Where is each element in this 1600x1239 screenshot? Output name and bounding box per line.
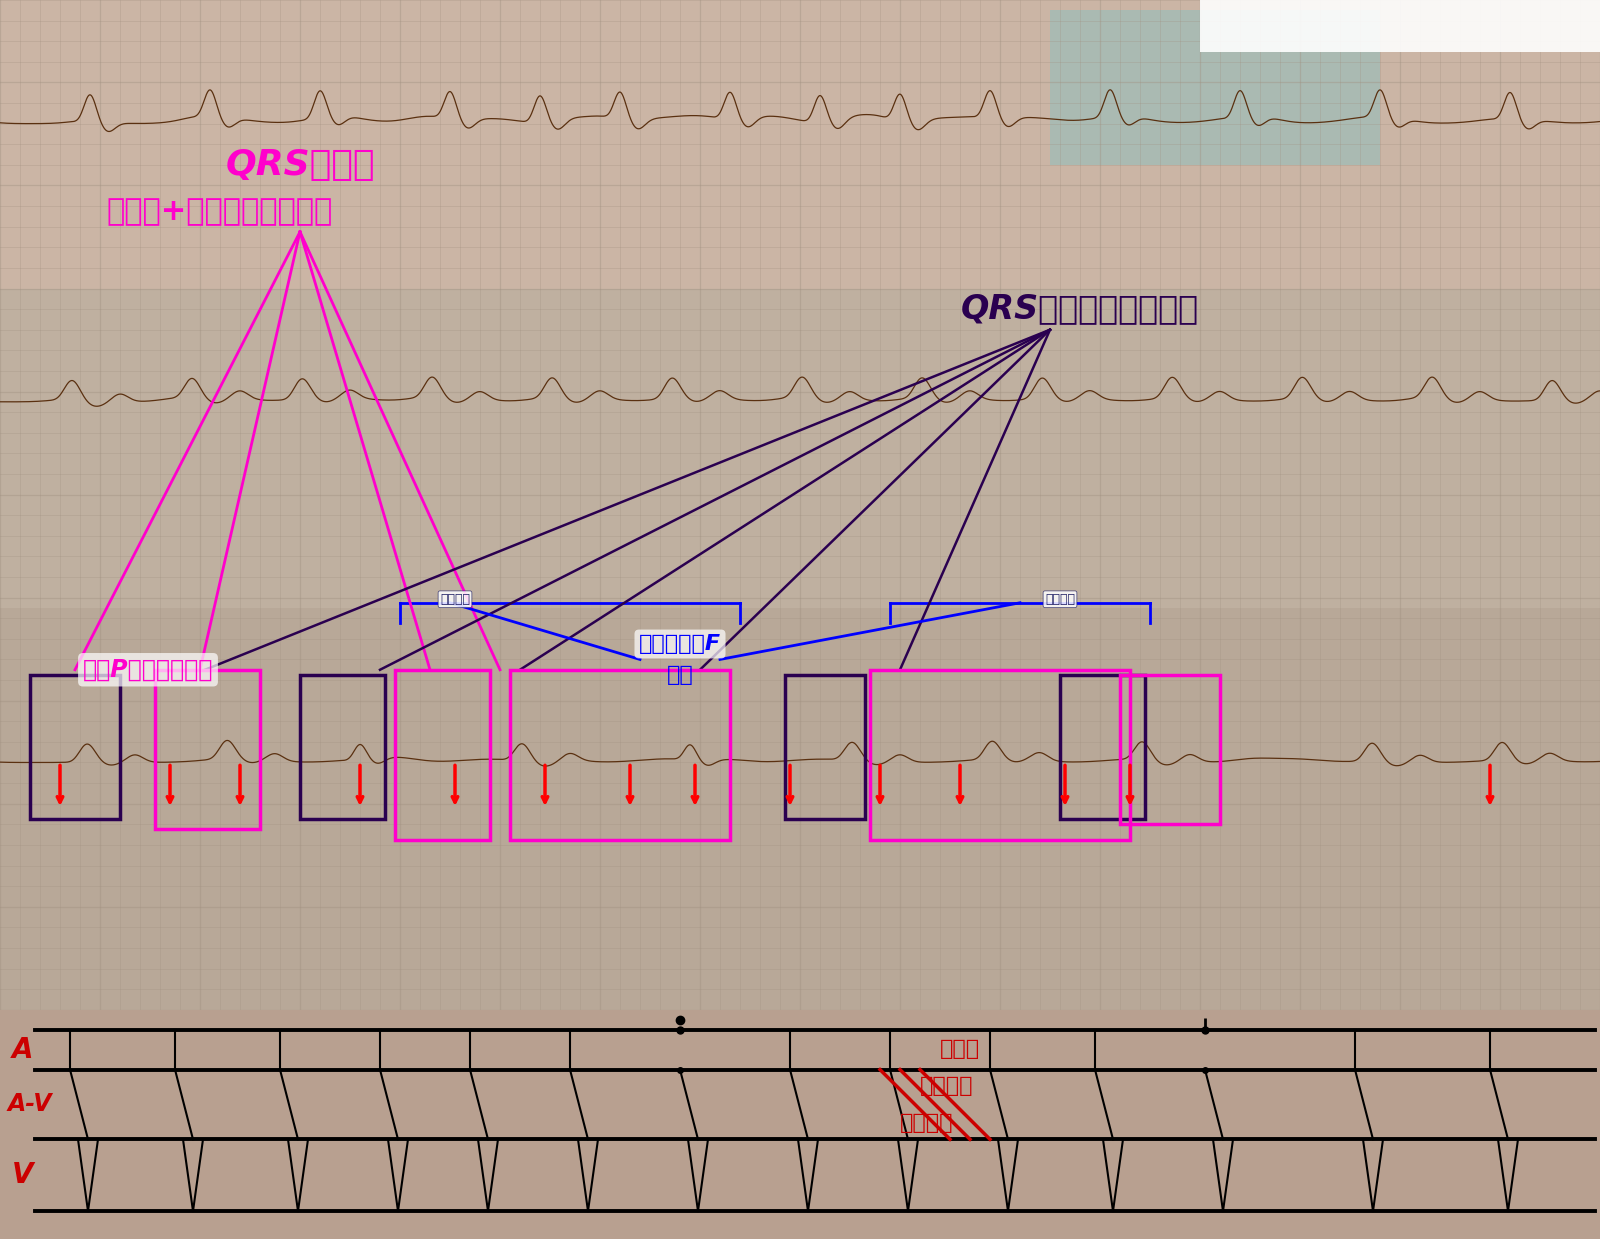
Bar — [301, 675, 386, 819]
Text: 房木早搶: 房木早搶 — [1045, 592, 1075, 606]
Text: 提前出现的F: 提前出现的F — [638, 634, 722, 654]
Text: V: V — [13, 1161, 34, 1189]
Bar — [786, 675, 866, 819]
Bar — [30, 675, 120, 819]
Bar — [1059, 675, 1146, 819]
Text: 右束支: 右束支 — [941, 1038, 981, 1058]
Bar — [1050, 10, 1379, 165]
Text: A-V: A-V — [8, 1093, 53, 1116]
Text: 左前分支: 左前分支 — [920, 1075, 973, 1095]
Bar — [155, 670, 259, 829]
Text: A: A — [13, 1036, 34, 1063]
Text: 穦性P波，规律出现: 穦性P波，规律出现 — [83, 658, 213, 681]
Text: 房木早搶: 房木早搶 — [440, 592, 470, 606]
Text: QRS呈单纯右束支阻滞: QRS呈单纯右束支阻滞 — [962, 292, 1198, 326]
Bar — [395, 670, 490, 840]
Text: QRS呈现出: QRS呈现出 — [226, 147, 374, 182]
Bar — [510, 670, 730, 840]
Bar — [0, 0, 1600, 289]
Bar — [1200, 0, 1600, 52]
Text: 房早: 房早 — [667, 665, 693, 685]
Text: 右束支+左前双分阻滞图形: 右束支+左前双分阻滞图形 — [107, 197, 333, 225]
Bar — [1120, 675, 1221, 824]
Text: 左后分支: 左后分支 — [899, 1114, 954, 1134]
Bar — [0, 289, 1600, 608]
Bar — [870, 670, 1130, 840]
Bar — [0, 608, 1600, 1010]
